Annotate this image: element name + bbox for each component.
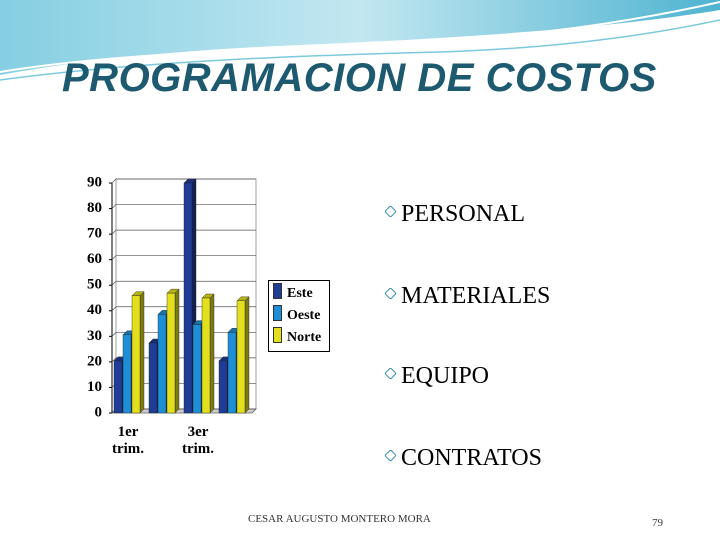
legend-entry: Este (269, 283, 329, 305)
x-tick-label: 1er trim. (111, 424, 145, 457)
legend-entry: Oeste (269, 305, 329, 327)
bullet: EQUIPO (386, 363, 489, 390)
bullet: PERSONAL (386, 201, 525, 228)
y-tick-label: 80 (87, 200, 102, 216)
grid-line (111, 255, 256, 260)
y-tick-label: 90 (87, 174, 102, 190)
bar (157, 314, 167, 414)
y-tick-label: 10 (87, 379, 102, 395)
legend-label: Norte (287, 330, 322, 345)
slide-title: PROGRAMACION DE COSTOS (62, 56, 657, 100)
page-number: 79 (652, 517, 663, 529)
legend-swatch (273, 305, 282, 321)
y-tick-label: 60 (87, 251, 102, 267)
legend-label: Oeste (287, 308, 321, 323)
y-tick-label: 70 (87, 226, 102, 242)
grid-line (111, 204, 256, 209)
legend: Este Oeste Norte (268, 280, 330, 352)
bar-side (139, 291, 145, 414)
legend-swatch (273, 327, 282, 343)
bar-side (244, 296, 250, 414)
bar (218, 360, 228, 414)
bar (131, 295, 141, 414)
bullet: CONTRATOS (386, 445, 542, 472)
bar (148, 342, 158, 414)
grid-line (111, 178, 256, 184)
bar (192, 324, 202, 414)
bar (122, 334, 132, 414)
bar (201, 297, 211, 414)
grid-line (111, 280, 256, 286)
y-tick-label: 40 (87, 302, 102, 318)
legend-entry: Norte (269, 327, 329, 349)
footer: CESAR AUGUSTO MONTERO MORA (248, 513, 431, 525)
bar (113, 360, 123, 414)
grid-line (111, 229, 256, 235)
bar-side (174, 288, 180, 414)
legend-swatch (273, 283, 282, 299)
bullet: MATERIALES (386, 283, 550, 310)
y-tick-label: 0 (95, 404, 103, 420)
bar (227, 332, 237, 414)
y-tick-label: 30 (87, 328, 102, 344)
y-tick-label: 20 (87, 353, 102, 369)
bar (183, 182, 193, 414)
x-tick-label: 3er trim. (181, 424, 215, 457)
y-tick-label: 50 (87, 277, 102, 293)
bar-side (209, 293, 215, 414)
bar (236, 300, 246, 414)
legend-label: Este (287, 286, 313, 301)
bar (166, 292, 176, 414)
